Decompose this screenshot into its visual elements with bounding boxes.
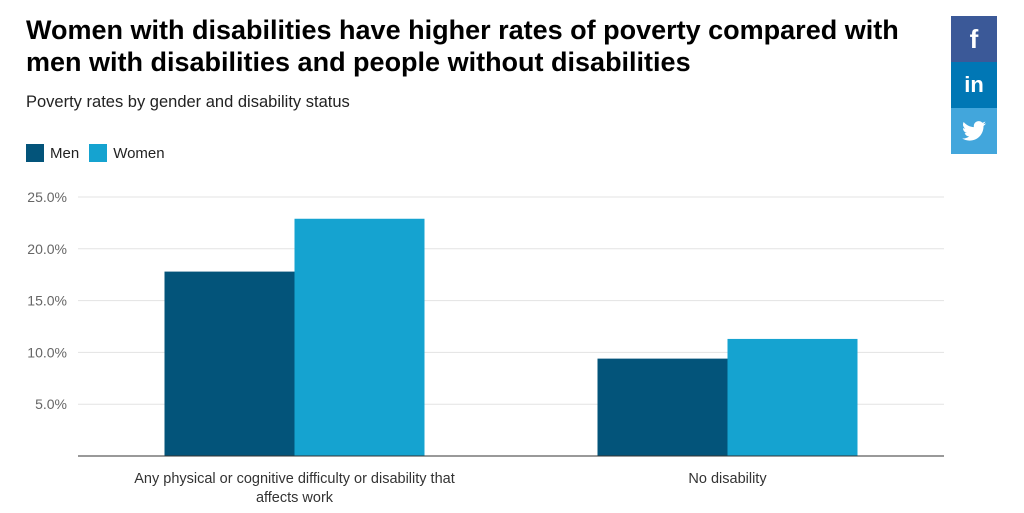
chart-subtitle: Poverty rates by gender and disability s… — [26, 93, 350, 111]
legend-item-men: Men — [26, 144, 79, 162]
x-category-label: affects work — [256, 490, 334, 506]
bar-women — [727, 338, 858, 456]
x-category-label: Any physical or cognitive difficulty or … — [134, 471, 455, 487]
linkedin-share-button[interactable]: in — [951, 62, 997, 108]
y-tick-label: 5.0% — [35, 396, 67, 412]
y-tick-label: 25.0% — [27, 189, 67, 205]
facebook-share-button[interactable]: f — [951, 16, 997, 62]
facebook-icon: f — [969, 23, 979, 54]
y-tick-label: 10.0% — [27, 344, 67, 360]
legend-label-men: Men — [50, 144, 80, 162]
bar-men — [597, 358, 728, 456]
x-category-label: No disability — [688, 471, 767, 487]
bar-men — [164, 271, 295, 456]
share-bar: f in — [951, 16, 997, 154]
twitter-icon — [962, 121, 986, 141]
chart-title: Women with disabilities have higher rate… — [26, 15, 899, 77]
linkedin-icon: in — [964, 72, 984, 97]
chart-legend: Men Women — [26, 144, 175, 162]
y-tick-label: 20.0% — [27, 241, 67, 257]
legend-swatch-women — [89, 144, 108, 162]
twitter-share-button[interactable] — [951, 108, 997, 154]
bar-women — [294, 218, 425, 456]
legend-label-women: Women — [113, 144, 165, 162]
legend-swatch-men — [26, 144, 44, 162]
legend-item-women: Women — [89, 144, 165, 162]
y-tick-label: 15.0% — [27, 293, 67, 309]
